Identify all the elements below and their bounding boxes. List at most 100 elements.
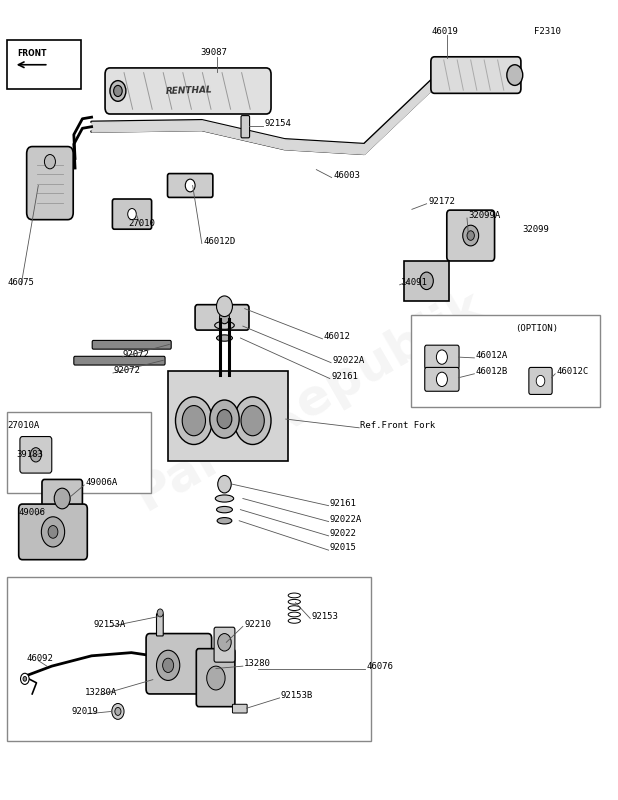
FancyBboxPatch shape	[146, 634, 211, 694]
Text: 46012A: 46012A	[476, 351, 508, 360]
FancyBboxPatch shape	[7, 412, 151, 493]
FancyBboxPatch shape	[27, 146, 73, 220]
FancyBboxPatch shape	[112, 199, 151, 229]
Text: 39087: 39087	[201, 47, 227, 57]
FancyBboxPatch shape	[42, 479, 82, 518]
Circle shape	[217, 410, 232, 429]
Text: 46012C: 46012C	[556, 367, 589, 376]
Circle shape	[48, 526, 58, 538]
Circle shape	[463, 226, 479, 246]
Text: 49006A: 49006A	[85, 478, 117, 487]
Circle shape	[207, 666, 225, 690]
FancyBboxPatch shape	[529, 367, 552, 394]
Circle shape	[115, 707, 121, 715]
Circle shape	[234, 397, 271, 445]
Ellipse shape	[217, 518, 232, 524]
Circle shape	[110, 81, 126, 102]
FancyBboxPatch shape	[92, 341, 171, 349]
FancyBboxPatch shape	[241, 115, 250, 138]
Circle shape	[216, 296, 232, 317]
Text: FRONT: FRONT	[17, 50, 47, 58]
Text: 14091: 14091	[401, 278, 428, 287]
Text: 27010: 27010	[129, 219, 155, 228]
Circle shape	[436, 372, 447, 386]
Circle shape	[436, 350, 447, 364]
FancyBboxPatch shape	[156, 614, 163, 636]
Circle shape	[218, 475, 231, 493]
FancyBboxPatch shape	[447, 210, 494, 261]
Circle shape	[182, 406, 206, 436]
Text: 92161: 92161	[330, 498, 357, 508]
Circle shape	[210, 400, 239, 438]
Ellipse shape	[216, 506, 232, 513]
FancyBboxPatch shape	[197, 649, 235, 706]
FancyBboxPatch shape	[19, 504, 87, 560]
Text: 92153: 92153	[311, 611, 338, 621]
FancyBboxPatch shape	[425, 367, 459, 391]
Circle shape	[176, 397, 212, 445]
Circle shape	[163, 658, 174, 673]
FancyBboxPatch shape	[20, 437, 52, 473]
FancyBboxPatch shape	[105, 68, 271, 114]
Text: 92015: 92015	[330, 543, 357, 552]
Text: 92161: 92161	[331, 372, 358, 381]
Text: 92072: 92072	[122, 350, 149, 359]
Circle shape	[114, 86, 122, 97]
FancyBboxPatch shape	[425, 345, 459, 369]
Circle shape	[218, 634, 231, 651]
Text: (OPTION): (OPTION)	[515, 324, 558, 333]
Text: 92072: 92072	[113, 366, 140, 375]
Circle shape	[156, 650, 180, 681]
Circle shape	[157, 609, 163, 617]
Circle shape	[41, 517, 65, 547]
Text: 92022A: 92022A	[332, 356, 365, 365]
FancyBboxPatch shape	[7, 577, 371, 741]
Ellipse shape	[215, 495, 234, 502]
Circle shape	[420, 272, 433, 290]
Circle shape	[23, 677, 27, 682]
Text: Ref.Front Fork: Ref.Front Fork	[360, 421, 436, 430]
Text: 46075: 46075	[7, 278, 35, 287]
Text: 92022A: 92022A	[330, 514, 362, 524]
Ellipse shape	[214, 322, 234, 330]
Circle shape	[20, 674, 29, 685]
Text: 46012B: 46012B	[476, 367, 508, 376]
Text: 92022: 92022	[330, 529, 357, 538]
FancyBboxPatch shape	[411, 315, 600, 407]
Circle shape	[536, 375, 545, 386]
Text: 46092: 46092	[26, 654, 53, 662]
Text: 39183: 39183	[16, 450, 43, 458]
FancyBboxPatch shape	[167, 174, 213, 198]
Text: 32099: 32099	[522, 226, 549, 234]
Text: 92172: 92172	[428, 197, 455, 206]
Text: RENTHAL: RENTHAL	[166, 86, 213, 96]
Text: 46076: 46076	[366, 662, 394, 670]
Text: 13280A: 13280A	[85, 688, 117, 697]
FancyBboxPatch shape	[168, 370, 287, 461]
FancyBboxPatch shape	[431, 57, 521, 94]
Ellipse shape	[216, 335, 232, 342]
FancyBboxPatch shape	[195, 305, 249, 330]
Circle shape	[44, 154, 56, 169]
Circle shape	[30, 448, 41, 462]
Text: 92019: 92019	[71, 707, 98, 716]
Text: 46019: 46019	[431, 27, 459, 36]
Text: 92153A: 92153A	[93, 619, 125, 629]
FancyBboxPatch shape	[404, 261, 449, 301]
FancyBboxPatch shape	[232, 704, 247, 713]
Text: 92210: 92210	[244, 619, 271, 629]
Circle shape	[54, 488, 70, 509]
Text: 49006: 49006	[19, 508, 46, 518]
Text: F2310: F2310	[535, 27, 561, 36]
Text: 32099A: 32099A	[468, 211, 501, 220]
Circle shape	[467, 230, 475, 240]
Circle shape	[507, 65, 523, 86]
FancyBboxPatch shape	[74, 356, 165, 365]
Circle shape	[219, 311, 229, 324]
Text: 13280: 13280	[244, 659, 271, 668]
Text: PartsRepublik: PartsRepublik	[126, 281, 492, 519]
FancyBboxPatch shape	[214, 627, 235, 662]
Circle shape	[241, 406, 265, 436]
Circle shape	[112, 703, 124, 719]
FancyBboxPatch shape	[7, 40, 81, 89]
